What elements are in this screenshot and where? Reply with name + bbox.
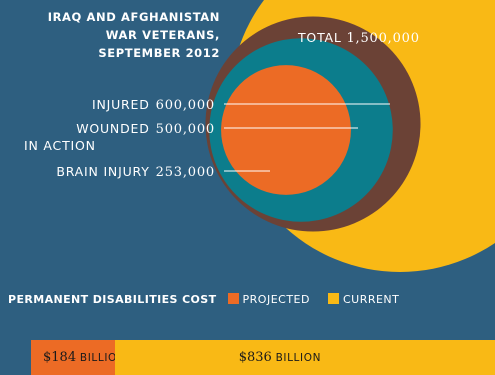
title-line-3: SEPTEMBER 2012 [98,46,220,60]
total-label-text: TOTAL [298,30,342,45]
cost-legend: PERMANENT DISABILITIES COST PROJECTED CU… [8,293,399,306]
title-line-2: WAR VETERANS, [105,28,220,42]
cost-bar: $184 BILLION $836 BILLION [31,340,495,375]
wounded-label-line-2: IN ACTION [24,138,96,153]
brain-injury-value: 253,000 [155,165,215,180]
wounded-value: 500,000 [155,122,215,137]
circle-brain-injury [221,65,351,195]
legend-label-current: CURRENT [342,293,400,306]
total-label: TOTAL 1,500,000 [298,30,420,46]
cost-title: PERMANENT DISABILITIES COST [8,293,217,306]
chart-title: IRAQ AND AFGHANISTAN WAR VETERANS, SEPTE… [30,8,220,62]
wounded-label-2: IN ACTION [24,138,96,154]
injured-label: INJURED 600,000 [92,97,215,114]
wounded-label-line-1: WOUNDED [76,121,150,136]
title-line-1: IRAQ AND AFGHANISTAN [47,10,220,24]
injured-label-text: INJURED [91,97,150,112]
bar-current: $836 BILLION [114,340,495,375]
current-amount: $836 [238,350,272,365]
circles-layer [205,0,495,272]
legend-swatch-projected [227,293,239,304]
current-unit: BILLION [275,351,322,364]
wounded-label: WOUNDED 500,000 [76,121,215,138]
legend-label-projected: PROJECTED [242,293,310,306]
projected-amount: $184 [43,350,77,365]
brain-injury-label-text: BRAIN INJURY [56,164,150,179]
leaders-layer [224,103,390,172]
bar-projected: $184 BILLION [31,340,125,375]
injured-value: 600,000 [155,98,215,113]
total-value: 1,500,000 [346,31,420,46]
projected-unit: BILLION [79,351,126,364]
legend-swatch-current [327,293,339,304]
brain-injury-label: BRAIN INJURY 253,000 [56,164,215,181]
